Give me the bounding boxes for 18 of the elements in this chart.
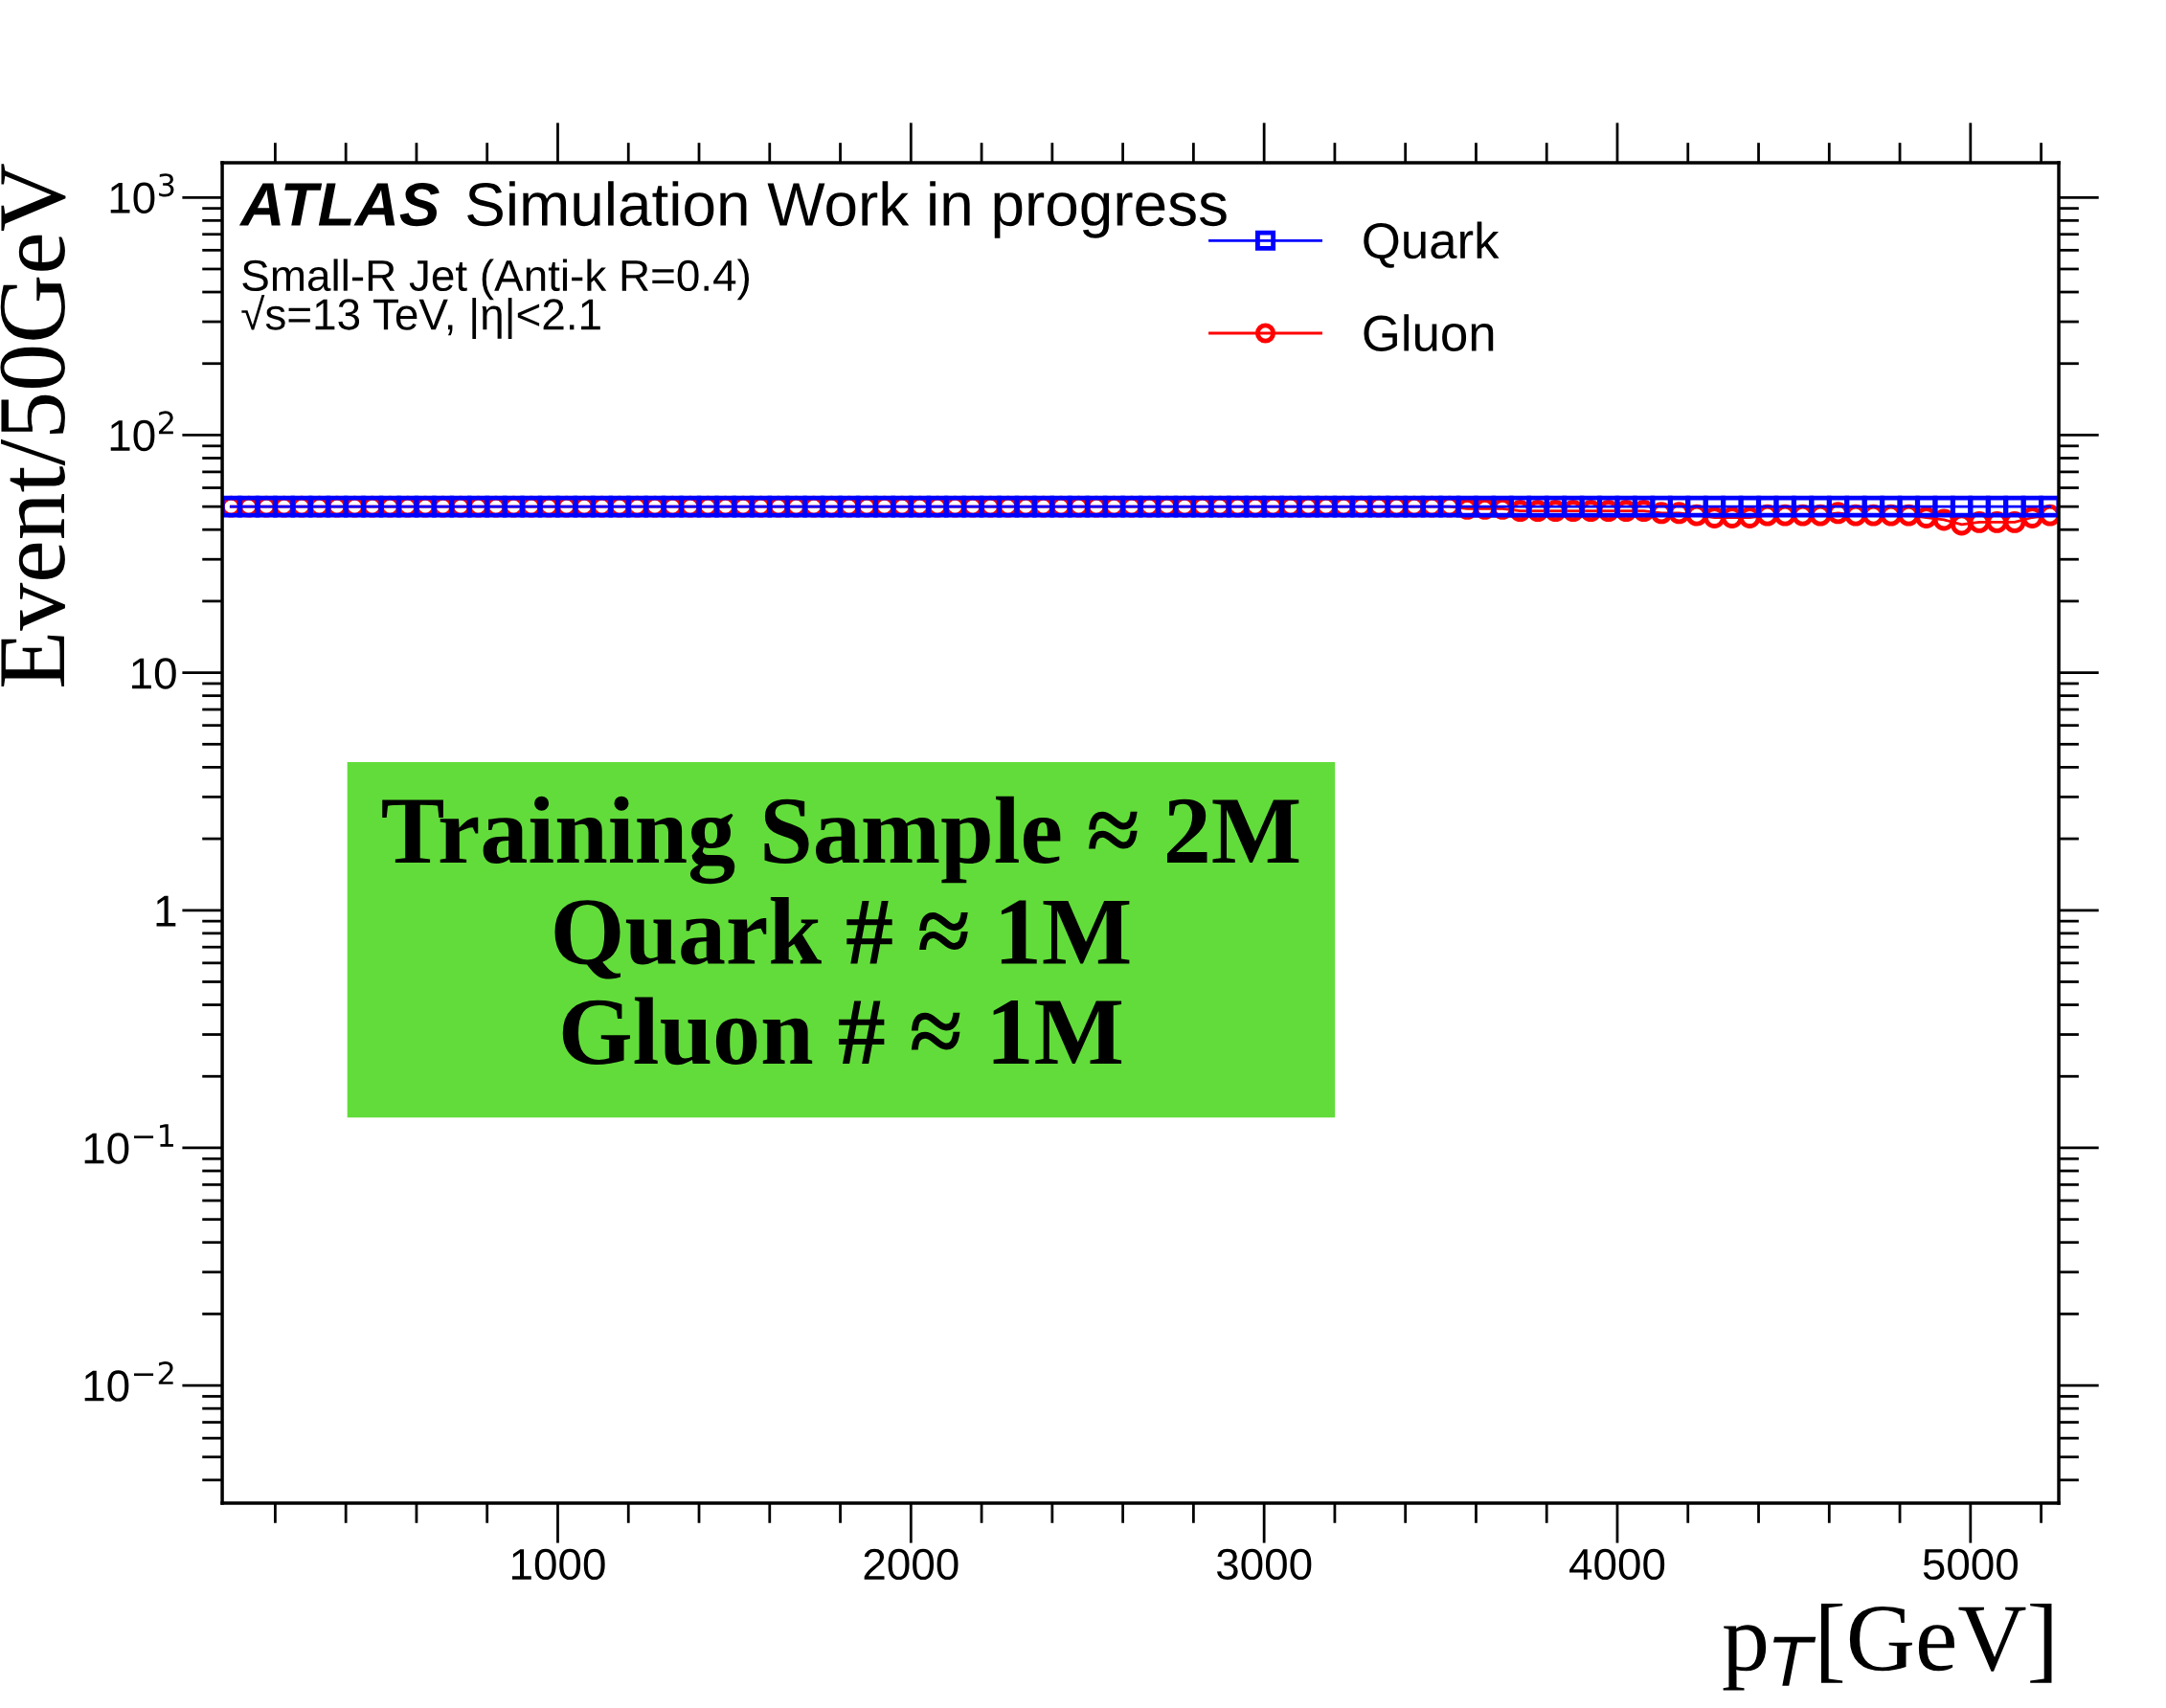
y-tick-label: 10$^{3}$: [110, 173, 174, 214]
y-tick-label: 1: [156, 895, 176, 927]
x-tick-label: 2000: [864, 1548, 959, 1581]
annotation: ATLAS: [238, 182, 440, 227]
y-tick-label: 10: [132, 658, 176, 689]
x-axis-title: p$_{T}$[GeV]: [1723, 1603, 2052, 1691]
y-tick-label: 10$^{−2}$: [84, 1361, 173, 1402]
y-tick-label: 10$^{−1}$: [84, 1124, 173, 1164]
legend-label: Gluon: [1364, 314, 1494, 351]
legend-label: Quark: [1364, 221, 1500, 268]
x-tick-label: 3000: [1216, 1548, 1312, 1581]
x-tick-label: 1000: [512, 1548, 605, 1581]
annotation: Simulation Work in progress: [467, 181, 1227, 238]
y-tick-label: 10$^{2}$: [110, 411, 173, 452]
x-tick-label: 4000: [1569, 1548, 1665, 1581]
x-tick-label: 5000: [1923, 1548, 2019, 1581]
y-axis-title: Event/50GeV: [0, 164, 66, 686]
annotation: Training Sample ≈ 2M Quark # ≈ 1M Gluon # ≈ 1M: [382, 796, 1299, 1066]
